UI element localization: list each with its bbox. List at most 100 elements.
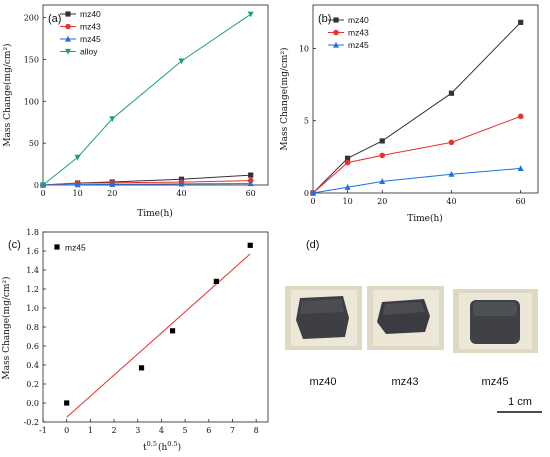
y-axis-label-a: Mass Change(mg/cm²) (2, 43, 13, 146)
x-tick-label: 60 (516, 197, 526, 206)
data-point-mz45 (64, 400, 70, 406)
chart-a: (a) Time(h) Mass Change(mg/cm²) 0 10 20 40 6… (2, 4, 269, 219)
sample-photo-mz43 (367, 286, 444, 350)
series-line-alloy (42, 13, 251, 186)
legend-marker-mz45 (54, 244, 60, 250)
y-axis-label-c: Mass Change(mg/cm²) (1, 276, 12, 379)
plot-frame-b (312, 4, 539, 194)
panel-label-a: (a) (48, 13, 61, 25)
x-label-c-mid: (h (158, 442, 168, 453)
x-label-c-main: t (143, 443, 147, 453)
x-tick-label: 2 (112, 426, 117, 435)
chart-c: (c) t0.5(h0.5) Mass Change(mg/cm²) -1 0 1 2… (1, 228, 269, 453)
x-tick-label: 4 (159, 426, 164, 435)
fit-line (66, 253, 251, 418)
x-tick-label: 10 (73, 189, 83, 198)
data-point-mz45 (247, 242, 253, 248)
legend-label-mz40: mz40 (80, 9, 101, 19)
legend-marker-mz45 (333, 41, 339, 48)
legend-marker-mz45 (65, 35, 71, 42)
x-tick-label: 0 (64, 426, 69, 435)
y-tick-label: 1.2 (26, 285, 39, 294)
legend-marker-mz40 (333, 17, 339, 23)
series-line-mz45 (312, 167, 521, 194)
data-point-mz43 (379, 152, 386, 159)
data-point-alloy (178, 58, 185, 65)
plot-frame-a (42, 4, 269, 186)
data-point-mz40 (379, 138, 385, 144)
x-label-c-exp2: 0.5 (167, 440, 177, 448)
x-axis-label-c: t0.5(h0.5) (143, 440, 181, 453)
y-tick-label: 0.0 (26, 399, 39, 408)
y-tick-label: 0 (304, 189, 309, 198)
x-tick-label: 8 (254, 426, 259, 435)
plot-frame-c (42, 231, 269, 423)
photo-label-mz45: mz45 (482, 376, 509, 388)
x-tick-label: 40 (446, 197, 456, 206)
x-tick-label: 7 (230, 426, 235, 435)
series-line-mz40 (312, 22, 522, 194)
y-tick-label: 0.4 (26, 361, 39, 370)
legend-label-mz45: mz45 (348, 40, 369, 50)
data-point-alloy (247, 11, 254, 18)
y-tick-label: 0.8 (26, 323, 39, 332)
legend-label-alloy: alloy (80, 47, 98, 57)
x-label-c-exp1: 0.5 (147, 440, 157, 448)
data-point-mz40 (178, 176, 185, 182)
legend-marker-mz43 (65, 23, 71, 30)
legend-label-mz45: mz45 (65, 243, 86, 253)
photo-label-mz43: mz43 (392, 376, 419, 388)
legend-label-mz43: mz43 (80, 22, 101, 32)
photo-panel: (d) mz40 mz43 mz45 1 cm (285, 239, 542, 413)
y-tick-label: 1.6 (26, 247, 39, 256)
data-point-mz45 (109, 181, 116, 187)
data-point-mz40 (248, 172, 254, 178)
x-tick-label: 1 (88, 426, 93, 435)
data-point-mz45 (247, 180, 254, 187)
x-tick-label: 10 (343, 197, 353, 206)
sample-shine-mz40 (300, 299, 344, 314)
x-tick-label: 20 (377, 197, 387, 206)
sample-shine-mz45 (473, 302, 517, 316)
data-point-mz40 (518, 19, 524, 25)
y-tick-label: 200 (24, 14, 39, 23)
data-point-mz45 (310, 189, 316, 196)
scale-bar-label: 1 cm (508, 396, 532, 408)
x-tick-label: 5 (183, 426, 188, 435)
legend-label-mz43: mz43 (348, 28, 369, 38)
data-point-mz40 (448, 90, 455, 96)
legend-marker-alloy (65, 48, 71, 55)
panel-label-c: (c) (8, 239, 21, 251)
y-axis-label-b: Mass Change(mg/cm²) (279, 47, 290, 150)
y-tick-label: 50 (29, 139, 39, 148)
x-tick-label: 3 (135, 426, 140, 435)
sample-shine-mz43 (383, 302, 425, 315)
data-point-alloy (40, 182, 46, 189)
y-tick-label: 5 (304, 117, 309, 126)
panel-label-b: (b) (318, 13, 331, 25)
series-line-mz43 (312, 115, 521, 194)
y-tick-label: 150 (24, 55, 39, 64)
data-point-mz45 (448, 171, 455, 177)
data-point-mz45 (74, 181, 81, 188)
y-tick-label: 100 (24, 97, 39, 106)
data-point-alloy (74, 154, 81, 161)
x-tick-label: 40 (176, 189, 186, 198)
sample-photo-mz40 (285, 286, 362, 350)
data-point-mz43 (448, 139, 455, 146)
x-label-c-end: ) (178, 442, 182, 453)
chart-b: (b) Time(h) Mass Change(mg/cm²) 0 10 20 40 6… (279, 4, 539, 224)
x-axis-label-b: Time(h) (407, 213, 443, 224)
legend-marker-mz40 (65, 11, 71, 17)
y-tick-label: 0.2 (26, 380, 39, 389)
y-tick-label: 0.6 (26, 342, 39, 351)
data-point-mz45 (344, 184, 351, 190)
legend-label-mz40: mz40 (348, 15, 369, 25)
x-tick-label: 20 (107, 189, 117, 198)
x-tick-label: -1 (39, 426, 47, 435)
sample-photo-mz45 (453, 289, 538, 353)
data-point-mz45 (379, 178, 386, 185)
data-point-mz45 (178, 180, 185, 187)
data-point-alloy (109, 116, 116, 123)
